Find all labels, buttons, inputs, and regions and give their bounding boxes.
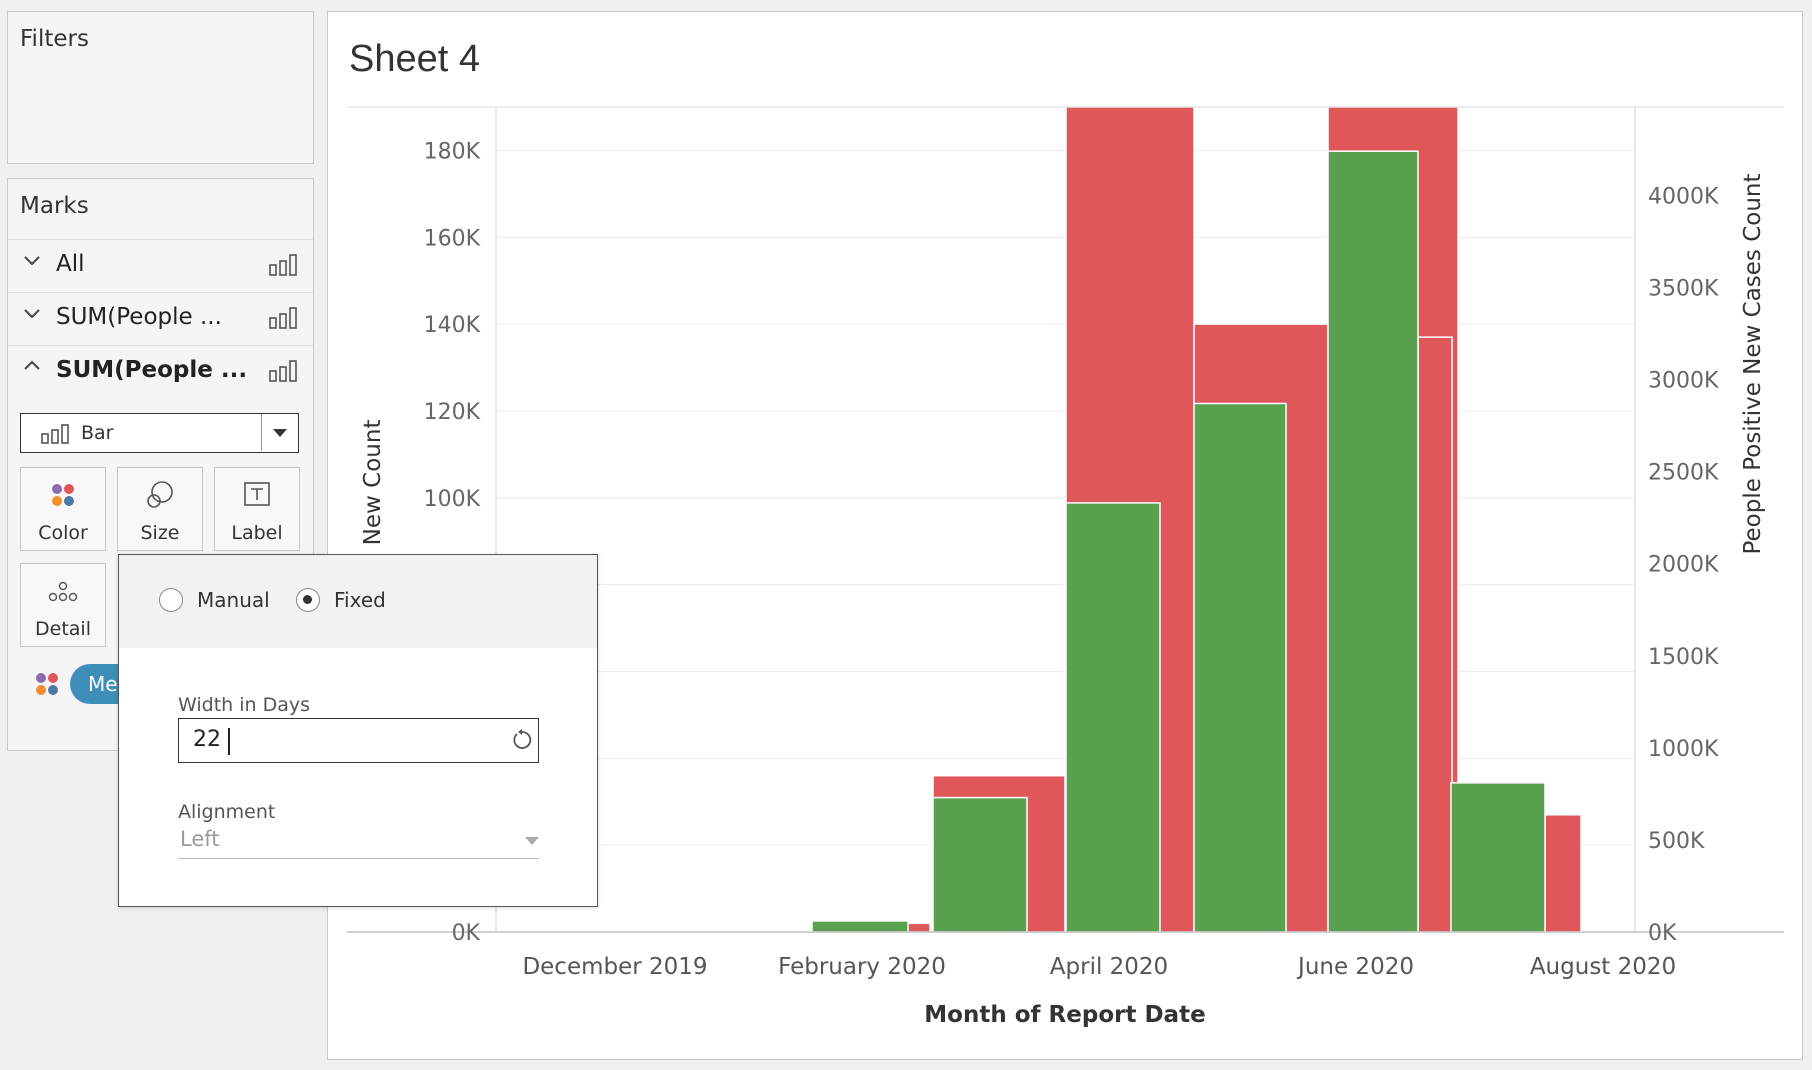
dropdown-arrow[interactable] bbox=[261, 414, 298, 451]
x-tick-label: April 2020 bbox=[1050, 954, 1168, 980]
width-in-days-input[interactable]: 22 bbox=[178, 718, 539, 763]
sheet-title: Sheet 4 bbox=[349, 38, 480, 80]
marks-row-label: SUM(People ... bbox=[56, 357, 248, 383]
bar-chart-icon bbox=[269, 307, 297, 333]
mark-type-value: Bar bbox=[81, 422, 114, 444]
dual-axis-bar-chart: 0K 100K 120K 140K 160K 180K 0K 500K 1000K 1500K 20… bbox=[347, 106, 1784, 1028]
size-icon bbox=[118, 480, 202, 514]
marks-row-label: SUM(People ... bbox=[56, 304, 222, 330]
bar-positive-cases bbox=[1193, 402, 1287, 933]
y-left-tick-label: 160K bbox=[424, 226, 481, 251]
text-caret bbox=[228, 728, 230, 755]
y-left-tick-label: 100K bbox=[424, 487, 481, 512]
y-left-tick-label: 120K bbox=[424, 400, 481, 425]
fixed-option[interactable]: Fixed bbox=[296, 588, 386, 612]
color-dots-icon bbox=[34, 671, 60, 701]
label-card[interactable]: Label bbox=[214, 467, 300, 551]
y-right-tick-label: 1000K bbox=[1648, 737, 1719, 762]
filters-shelf[interactable]: Filters bbox=[7, 11, 314, 164]
bar-chart-icon bbox=[41, 424, 69, 448]
bar-positive-cases bbox=[1450, 782, 1546, 933]
detail-card-label: Detail bbox=[35, 618, 91, 640]
marks-row-measure-1[interactable]: SUM(People ... bbox=[8, 292, 313, 345]
y-right-tick-label: 3000K bbox=[1648, 369, 1719, 394]
marks-title: Marks bbox=[20, 193, 89, 219]
y-left-tick-label: 0K bbox=[452, 921, 481, 946]
detail-card[interactable]: Detail bbox=[20, 563, 106, 647]
marks-row-all[interactable]: All bbox=[8, 239, 313, 292]
reset-icon[interactable] bbox=[511, 729, 533, 755]
chevron-down-icon bbox=[525, 837, 539, 845]
y-right-axis-title: People Positive New Cases Count bbox=[1740, 173, 1766, 554]
y-right-tick-label: 3500K bbox=[1648, 276, 1719, 301]
color-card-label: Color bbox=[38, 522, 88, 544]
width-in-days-label: Width in Days bbox=[178, 694, 311, 716]
bar-death-count bbox=[1417, 336, 1453, 933]
bar-positive-cases bbox=[1065, 502, 1161, 933]
y-right-tick-label: 0K bbox=[1648, 921, 1677, 946]
size-card-label: Size bbox=[140, 522, 180, 544]
chevron-down-icon[interactable] bbox=[22, 303, 42, 323]
manual-option[interactable]: Manual bbox=[159, 588, 270, 612]
text-label-icon bbox=[215, 480, 299, 514]
chevron-up-icon[interactable] bbox=[22, 356, 42, 376]
size-card[interactable]: Size bbox=[117, 467, 203, 551]
color-card[interactable]: Color bbox=[20, 467, 106, 551]
bar-chart-icon bbox=[269, 360, 297, 386]
bar-positive-cases bbox=[1327, 150, 1419, 933]
y-left-tick-label: 180K bbox=[424, 139, 481, 164]
size-mode-bar: Manual Fixed bbox=[119, 555, 597, 648]
x-tick-label: June 2020 bbox=[1296, 954, 1414, 980]
y-right-tick-label: 2500K bbox=[1648, 461, 1719, 486]
marks-row-measure-2[interactable]: SUM(People ... bbox=[8, 345, 313, 398]
filters-title: Filters bbox=[20, 26, 89, 52]
size-popup: Manual Fixed Width in Days 22 Alignment … bbox=[118, 554, 598, 907]
x-axis-title: Month of Report Date bbox=[924, 1002, 1205, 1028]
bar-death-count bbox=[1544, 814, 1582, 933]
chevron-down-icon[interactable] bbox=[22, 250, 42, 270]
y-right-tick-label: 1500K bbox=[1648, 645, 1719, 670]
y-right-tick-label: 4000K bbox=[1648, 184, 1719, 209]
x-tick-label: December 2019 bbox=[522, 954, 707, 980]
marks-row-label: All bbox=[56, 251, 85, 277]
manual-label: Manual bbox=[197, 588, 270, 612]
bar-chart-icon bbox=[269, 254, 297, 280]
bar-positive-cases bbox=[811, 920, 909, 933]
bar-positive-cases bbox=[932, 796, 1028, 933]
color-dots-icon bbox=[21, 480, 105, 514]
manual-radio[interactable] bbox=[159, 588, 183, 612]
alignment-value: Left bbox=[180, 827, 220, 851]
y-right-tick-label: 2000K bbox=[1648, 553, 1719, 578]
y-right-tick-label: 500K bbox=[1648, 829, 1705, 854]
label-card-label: Label bbox=[231, 522, 283, 544]
mark-type-dropdown[interactable]: Bar bbox=[20, 413, 299, 453]
alignment-label: Alignment bbox=[178, 801, 276, 823]
fixed-label: Fixed bbox=[334, 588, 386, 612]
detail-dots-icon bbox=[21, 576, 105, 610]
alignment-dropdown[interactable]: Left bbox=[178, 825, 539, 859]
y-left-tick-label: 140K bbox=[424, 313, 481, 338]
x-tick-label: August 2020 bbox=[1530, 954, 1676, 980]
fixed-radio[interactable] bbox=[296, 588, 320, 612]
x-tick-label: February 2020 bbox=[778, 954, 946, 980]
